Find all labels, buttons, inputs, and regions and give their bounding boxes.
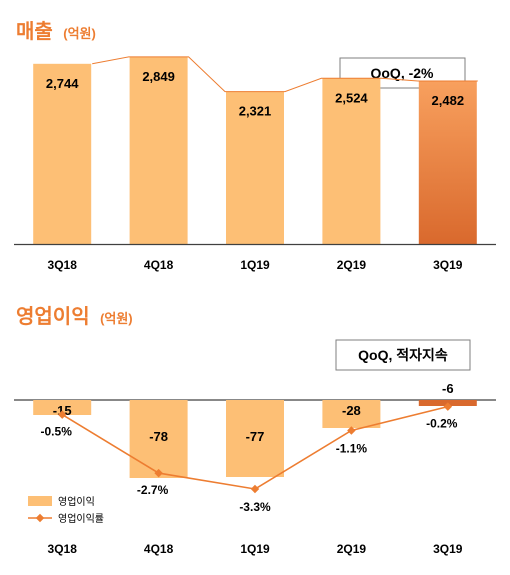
op-margin-marker: [154, 468, 163, 478]
revenue-bar: [129, 56, 188, 245]
revenue-bar: [33, 63, 92, 244]
revenue-value-label: 2,482: [432, 93, 465, 108]
revenue-value-label: 2,849: [142, 69, 175, 84]
op-margin-marker: [250, 484, 260, 494]
legend-line-marker: [35, 513, 45, 523]
op-qoq-box: [335, 339, 471, 371]
op-bar-label: -6: [442, 381, 454, 396]
revenue-title: 매출 (억원): [16, 20, 96, 43]
revenue-x-ticks: 3Q18 4Q18 1Q19 2Q19 3Q19: [48, 258, 463, 272]
op-margin-label: -2.7%: [137, 483, 169, 497]
op-x-tick: 1Q19: [240, 542, 270, 556]
op-x-ticks: 3Q18 4Q18 1Q19 2Q19 3Q19: [48, 542, 463, 556]
op-bar-label: -77: [246, 429, 265, 444]
legend-line-label: 영업이익률: [58, 512, 104, 525]
revenue-value-label: 2,524: [335, 90, 368, 105]
legend-bar-swatch: [28, 496, 52, 506]
op-title: 영업이익 (억원): [16, 305, 133, 328]
op-profit-chart: 영업이익 (억원) QoQ, 적자지속 -15-78-77-28-6 -0.5%…: [14, 305, 496, 556]
op-legend: 영업이익 영업이익률: [28, 495, 104, 525]
op-margin-labels: -0.5% -2.7% -3.3% -1.1% -0.2%: [41, 417, 458, 514]
op-margin-label: -0.5%: [41, 425, 73, 439]
op-bar: [129, 400, 188, 478]
op-bar: [322, 400, 381, 428]
revenue-bar: [226, 91, 284, 244]
legend-bar-label: 영업이익: [58, 495, 95, 508]
op-margin-marker: [57, 410, 67, 419]
op-margin-marker: [443, 402, 453, 411]
revenue-x-tick: 3Q19: [433, 258, 463, 272]
op-margin-label: -1.1%: [336, 442, 368, 456]
revenue-qoq-annotation: QoQ, -2%: [370, 65, 434, 81]
revenue-x-tick: 3Q18: [48, 258, 78, 272]
revenue-bars: [33, 56, 477, 245]
revenue-value-labels: 2,744 2,849 2,321 2,524 2,482: [46, 69, 464, 119]
op-margin-label: -3.3%: [239, 500, 271, 514]
revenue-bar: [322, 78, 381, 245]
revenue-value-label: 2,744: [46, 76, 79, 91]
op-x-tick: 3Q19: [433, 542, 463, 556]
revenue-x-tick: 4Q18: [144, 258, 174, 272]
op-x-tick: 3Q18: [48, 542, 78, 556]
revenue-x-tick: 2Q19: [337, 258, 367, 272]
revenue-value-label: 2,321: [239, 104, 272, 119]
op-margin-label: -0.2%: [426, 417, 458, 431]
op-bar-label: -78: [149, 429, 168, 444]
revenue-trend-line: [92, 56, 478, 93]
op-bar-label: -28: [342, 403, 361, 418]
revenue-bar: [418, 81, 477, 244]
op-x-tick: 4Q18: [144, 542, 174, 556]
revenue-chart: 매출 (억원) QoQ, -2% 2,744 2,849 2,321 2,524 2,4…: [14, 20, 496, 272]
op-x-tick: 2Q19: [337, 542, 367, 556]
op-bar: [33, 400, 92, 415]
op-qoq-annotation: QoQ, 적자지속: [358, 347, 448, 363]
revenue-x-tick: 1Q19: [240, 258, 270, 272]
op-bar: [226, 400, 284, 477]
